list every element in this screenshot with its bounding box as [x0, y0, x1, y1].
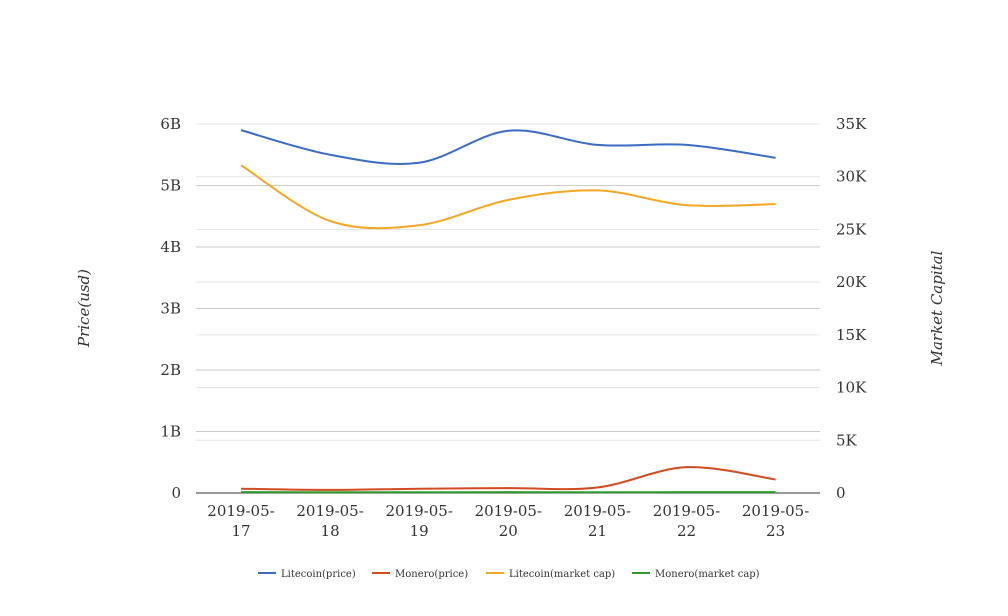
x-tick-label-line: 20: [499, 522, 518, 540]
y-axis-right: 0 5K 10K 15K 20K 25K 30K 35K: [836, 115, 867, 502]
x-tick-label-line: 2019-05-: [742, 502, 809, 520]
legend-label-3: Monero(market cap): [655, 569, 760, 580]
series-line-2: [240, 164, 776, 230]
y2-tick-label: 25K: [836, 220, 867, 238]
legend-label-0: Litecoin(price): [281, 569, 356, 580]
y-tick-label: 2B: [160, 361, 181, 379]
grid-right: [196, 123, 820, 441]
y2-axis-title: Market Capital: [928, 250, 946, 366]
y-tick-label: 5B: [160, 177, 181, 195]
y-tick-label: 1B: [160, 423, 181, 441]
y2-tick-label: 15K: [836, 326, 867, 344]
legend-label-2: Litecoin(market cap): [509, 569, 615, 580]
y-axis-title: Price(usd): [75, 269, 93, 348]
y2-tick-label: 5K: [836, 431, 858, 449]
x-tick-label: 2019-05- 21: [564, 502, 631, 540]
series-lines: [240, 129, 776, 494]
series-line-1: [240, 466, 776, 491]
x-tick-label: 2019-05- 19: [385, 502, 452, 540]
x-tick-label-line: 2019-05-: [475, 502, 542, 520]
x-tick-label-line: 18: [321, 522, 340, 540]
y2-tick-label: 30K: [836, 168, 867, 186]
x-axis: 2019-05-172019-05-182019-05-192019-05-20…: [207, 502, 809, 540]
y-tick-label: 4B: [160, 238, 181, 256]
y-tick-label: 0: [171, 484, 181, 502]
y2-tick-label: 35K: [836, 115, 867, 133]
x-tick-label-line: 22: [677, 522, 696, 540]
y2-tick-label: 0: [836, 484, 846, 502]
x-tick-label: 2019-05- 22: [653, 502, 720, 540]
y-tick-label: 3B: [160, 300, 181, 318]
x-tick-label: 2019-05- 20: [475, 502, 542, 540]
x-tick-label-line: 23: [766, 522, 785, 540]
x-tick-label-line: 2019-05-: [564, 502, 631, 520]
x-tick-label: 2019-05- 18: [296, 502, 363, 540]
legend-label-1: Monero(price): [395, 569, 468, 580]
x-tick-label-line: 21: [588, 522, 607, 540]
legend: Litecoin(price) Monero(price) Litecoin(mar…: [258, 569, 760, 580]
series-line-0: [240, 129, 776, 165]
y-tick-label: 6B: [160, 115, 181, 133]
x-tick-label-line: 2019-05-: [296, 502, 363, 520]
grid-left: [196, 123, 820, 432]
x-tick-label-line: 2019-05-: [385, 502, 452, 520]
y-axis-left: 0 1B 2B 3B 4B 5B 6B: [160, 115, 181, 502]
x-tick-label: 2019-05- 23: [742, 502, 809, 540]
x-tick-label: 2019-05- 17: [207, 502, 274, 540]
x-tick-label-line: 17: [231, 522, 250, 540]
x-tick-label-line: 2019-05-: [207, 502, 274, 520]
y2-tick-label: 10K: [836, 379, 867, 397]
y2-tick-label: 20K: [836, 273, 867, 291]
x-tick-label-line: 19: [410, 522, 429, 540]
x-tick-label-line: 2019-05-: [653, 502, 720, 520]
